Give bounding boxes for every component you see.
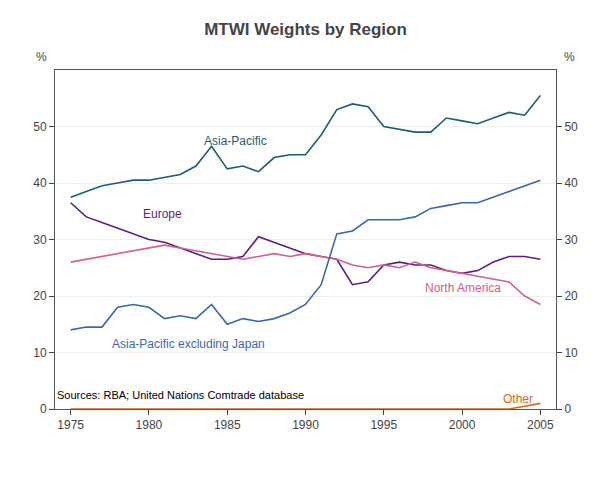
svg-text:%: % — [36, 50, 47, 64]
svg-text:20: 20 — [564, 289, 578, 303]
svg-text:North America: North America — [425, 281, 501, 295]
svg-text:2000: 2000 — [449, 418, 476, 432]
svg-text:MTWI Weights by Region: MTWI Weights by Region — [204, 20, 407, 39]
svg-text:10: 10 — [564, 346, 578, 360]
svg-text:0: 0 — [40, 402, 47, 416]
svg-text:40: 40 — [564, 176, 578, 190]
svg-text:Europe: Europe — [143, 207, 182, 221]
svg-text:40: 40 — [33, 176, 47, 190]
svg-text:1995: 1995 — [370, 418, 397, 432]
svg-text:50: 50 — [33, 120, 47, 134]
svg-text:1980: 1980 — [136, 418, 163, 432]
svg-text:30: 30 — [33, 233, 47, 247]
svg-text:50: 50 — [564, 120, 578, 134]
svg-text:Asia-Pacific excluding Japan: Asia-Pacific excluding Japan — [112, 337, 265, 351]
svg-text:Other: Other — [503, 392, 533, 406]
svg-text:1975: 1975 — [57, 418, 84, 432]
svg-text:30: 30 — [564, 233, 578, 247]
svg-text:2005: 2005 — [527, 418, 554, 432]
svg-text:%: % — [564, 50, 575, 64]
svg-text:10: 10 — [33, 346, 47, 360]
svg-text:0: 0 — [564, 402, 571, 416]
svg-text:Asia-Pacific: Asia-Pacific — [204, 134, 267, 148]
svg-text:1985: 1985 — [214, 418, 241, 432]
svg-text:Sources: RBA; United Nations C: Sources: RBA; United Nations Comtrade da… — [57, 389, 304, 401]
svg-text:1990: 1990 — [292, 418, 319, 432]
svg-text:20: 20 — [33, 289, 47, 303]
